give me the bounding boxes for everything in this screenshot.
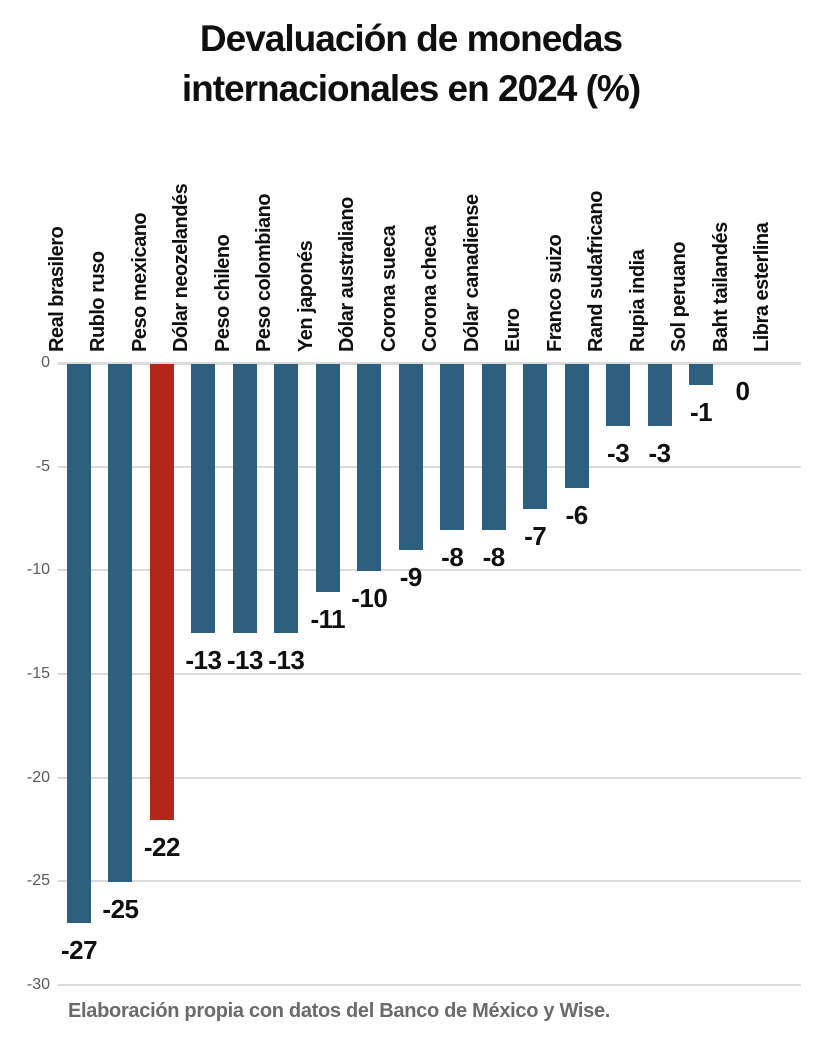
- y-axis-tick-label: 0: [41, 354, 50, 371]
- bar-euro: [523, 364, 548, 510]
- gridline: [58, 672, 801, 675]
- bar-corona-checa: [440, 364, 465, 530]
- category-label: Sol peruano: [668, 241, 691, 352]
- gridline: [58, 569, 801, 572]
- gridline: [58, 776, 801, 779]
- bar-rand-sudafricano: [606, 364, 631, 427]
- zero-axis-line: [58, 362, 801, 365]
- data-label: -3: [648, 438, 672, 469]
- y-axis-tick-label: -5: [35, 457, 50, 475]
- data-label: -13: [185, 645, 222, 676]
- category-label: Franco suizo: [543, 234, 566, 352]
- data-label: -6: [565, 500, 589, 531]
- bar-d-lar-neozeland-s: [191, 364, 216, 634]
- category-label: Dólar australiano: [336, 197, 359, 352]
- category-label: Dólar neozelandés: [170, 183, 193, 352]
- data-label: -1: [689, 396, 713, 427]
- category-label: Libra esterlina: [750, 222, 773, 352]
- source-note: Elaboración propia con datos del Banco d…: [68, 1000, 611, 1022]
- gridline: [58, 880, 801, 883]
- data-label: -25: [102, 894, 139, 924]
- chart-title: Devaluación de monedas internacionales e…: [181, 18, 641, 109]
- bar-peso-mexicano: [149, 364, 174, 820]
- bar-rupia-india: [647, 364, 672, 427]
- category-label: Yen japonés: [294, 240, 317, 352]
- category-label: Euro: [502, 308, 525, 352]
- data-label: -10: [351, 583, 388, 614]
- y-axis-tick-label: -15: [26, 664, 50, 682]
- data-label: -9: [399, 562, 423, 593]
- data-label: -3: [607, 438, 630, 469]
- category-label: Corona checa: [419, 225, 442, 352]
- category-label: Rand sudafricano: [585, 191, 608, 352]
- category-label: Rupia india: [626, 249, 649, 352]
- data-label: -13: [226, 645, 264, 676]
- data-label: 0: [735, 376, 750, 406]
- bar-franco-suizo: [564, 364, 589, 489]
- category-label: Corona sueca: [377, 225, 400, 352]
- bar-yen-japon-s: [315, 364, 340, 592]
- y-axis-tick-label: -30: [26, 975, 50, 993]
- bar-d-lar-canadiense: [481, 364, 506, 530]
- gridline: [58, 983, 801, 986]
- data-label: -11: [310, 603, 346, 634]
- category-label: Peso chileno: [211, 234, 234, 352]
- category-label: Peso mexicano: [128, 212, 151, 352]
- bar-d-lar-australiano: [357, 364, 382, 572]
- bar-rublo-ruso: [108, 364, 133, 882]
- category-label: Rublo ruso: [87, 251, 110, 352]
- data-label: -22: [143, 831, 181, 862]
- bar-peso-colombiano: [274, 364, 299, 634]
- bar-corona-sueca: [398, 364, 423, 551]
- category-label: Dólar canadiense: [460, 194, 483, 352]
- data-label: -13: [268, 645, 305, 676]
- category-label: Real brasilero: [46, 226, 68, 352]
- data-label: -8: [441, 541, 464, 572]
- gridline: [58, 465, 801, 468]
- category-label: Peso colombiano: [253, 193, 276, 352]
- bar-sol-peruano: [689, 364, 714, 385]
- data-label: -8: [482, 541, 506, 572]
- data-label: -7: [524, 521, 547, 552]
- data-label: -27: [60, 935, 98, 966]
- y-axis-tick-label: -10: [26, 561, 50, 579]
- bar-peso-chileno: [232, 364, 257, 634]
- y-axis-tick-label: -25: [26, 872, 50, 890]
- category-label: Baht tailandés: [709, 222, 732, 352]
- y-axis-tick-label: -20: [26, 768, 50, 786]
- bar-real-brasilero: [67, 364, 91, 924]
